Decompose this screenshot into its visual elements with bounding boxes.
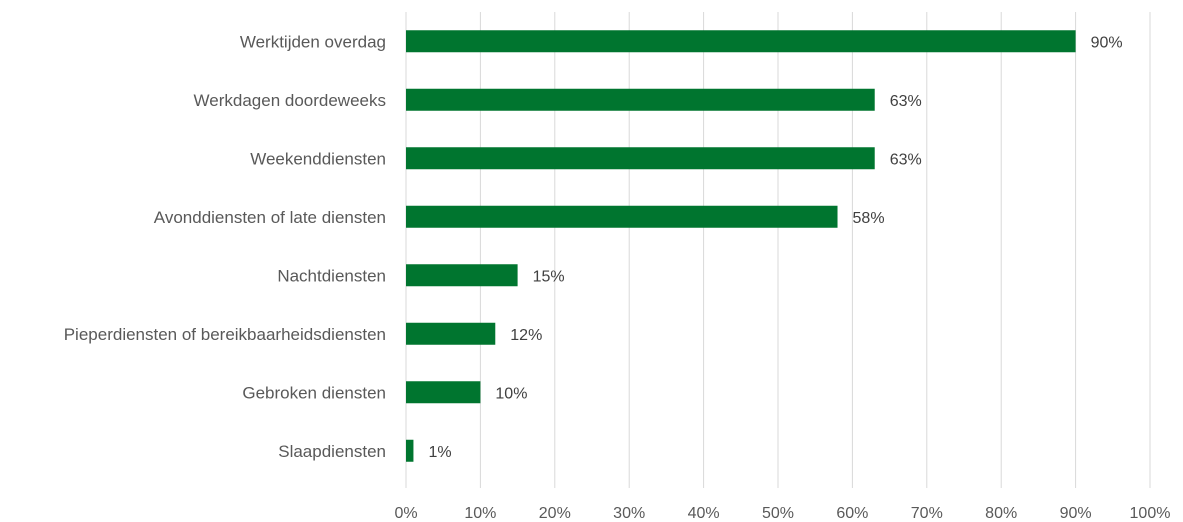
bar [406,381,481,404]
category-label: Nachtdiensten [277,266,386,285]
x-tick-label: 10% [464,505,496,522]
grid-lines [405,12,1151,488]
bar [406,264,518,287]
bar [406,147,875,170]
data-label: 90% [1091,34,1123,51]
x-tick-label: 0% [394,505,417,522]
x-tick-label: 100% [1130,505,1171,522]
category-label: Werkdagen doordeweeks [194,91,386,110]
data-label: 10% [495,385,527,402]
category-label: Werktijden overdag [240,32,386,51]
category-label: Gebroken diensten [242,383,386,402]
category-label: Avonddiensten of late diensten [154,208,386,227]
bar [406,30,1076,53]
category-label: Pieperdiensten of bereikbaarheidsdienste… [64,325,386,344]
category-labels: Werktijden overdag Werkdagen doordeweeks W… [64,32,386,461]
bar [406,439,414,462]
category-label: Weekenddiensten [250,149,386,168]
value-labels: 90% 63% 63% 58% 15% 12% 10% 1% [428,34,1122,461]
data-label: 15% [533,268,565,285]
x-tick-label: 50% [762,505,794,522]
bar [406,205,838,228]
x-tick-label: 30% [613,505,645,522]
data-label: 1% [428,444,451,461]
bars [406,30,1076,462]
bar [406,88,875,111]
x-tick-label: 70% [911,505,943,522]
data-label: 12% [510,327,542,344]
x-tick-label: 90% [1060,505,1092,522]
x-axis-tick-labels: 0% 10% 20% 30% 40% 50% 60% 70% 80% 90% 100% [394,505,1170,522]
category-label: Slaapdiensten [278,442,386,461]
bar [406,322,496,345]
data-label: 63% [890,93,922,110]
x-tick-label: 60% [836,505,868,522]
data-label: 58% [853,210,885,227]
x-tick-label: 80% [985,505,1017,522]
x-tick-label: 20% [539,505,571,522]
data-label: 63% [890,151,922,168]
x-tick-label: 40% [688,505,720,522]
